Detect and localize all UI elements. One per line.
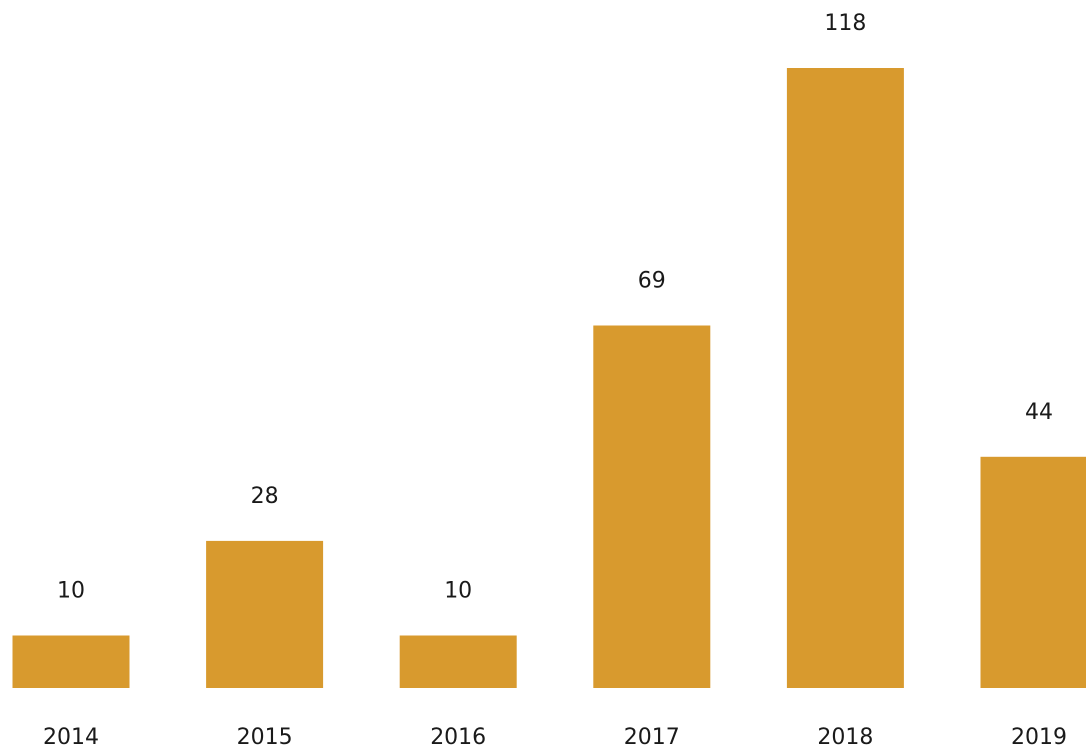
x-tick-label-2017: 2017 bbox=[624, 725, 680, 748]
value-label-2018: 118 bbox=[824, 11, 866, 36]
x-tick-label-2016: 2016 bbox=[430, 725, 486, 748]
bar-2019 bbox=[980, 456, 1086, 688]
value-label-2019: 44 bbox=[1025, 400, 1053, 425]
x-tick-label-2014: 2014 bbox=[43, 725, 99, 748]
bar-2017 bbox=[593, 325, 711, 688]
bar-2014 bbox=[12, 635, 130, 688]
value-label-2015: 28 bbox=[251, 484, 279, 509]
value-labels-group: 10 28 10 69 118 44 bbox=[57, 11, 1053, 604]
x-tick-label-2015: 2015 bbox=[237, 725, 293, 748]
bar-2016 bbox=[399, 635, 517, 688]
x-axis-tick-labels: 2014 2015 2016 2017 2018 2019 bbox=[43, 725, 1067, 748]
bar-2015 bbox=[206, 540, 324, 688]
x-tick-label-2018: 2018 bbox=[817, 725, 873, 748]
bars-group bbox=[12, 68, 1086, 688]
value-label-2017: 69 bbox=[638, 269, 666, 294]
value-label-2016: 10 bbox=[444, 579, 472, 604]
x-tick-label-2019: 2019 bbox=[1011, 725, 1067, 748]
bar-2018 bbox=[786, 68, 904, 688]
value-label-2014: 10 bbox=[57, 579, 85, 604]
